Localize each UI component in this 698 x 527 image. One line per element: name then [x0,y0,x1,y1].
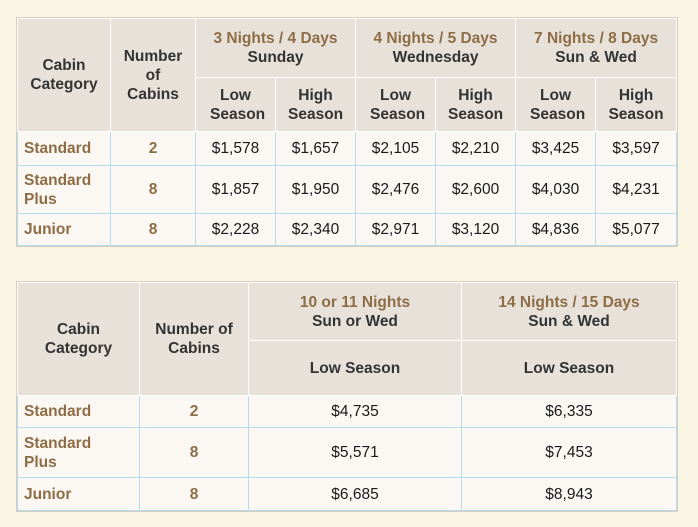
price-cell: $4,231 [596,166,677,214]
cabin-category: Junior [18,214,111,246]
header-low-season: Low Season [516,78,596,132]
price-cell: $6,685 [249,478,462,511]
table-row: Junior 8 $2,228 $2,340 $2,971 $3,120 $4,… [18,214,677,246]
header-cabin-category: Cabin Category [18,19,111,132]
header-number-of-cabins: Number of Cabins [140,283,249,396]
table-row: Standard 2 $4,735 $6,335 [18,396,677,428]
price-cell: $4,030 [516,166,596,214]
group-title: 14 Nights / 15 Days [498,294,639,311]
header-high-season: High Season [436,78,516,132]
header-low-season: Low Season [196,78,276,132]
price-cell: $1,657 [276,132,356,166]
cabin-count: 2 [111,132,196,166]
group-days: Sun & Wed [528,313,610,330]
header-group-4-nights: 4 Nights / 5 Days Wednesday [356,19,516,78]
header-cabin-category: Cabin Category [18,283,140,396]
price-cell: $1,578 [196,132,276,166]
price-cell: $2,476 [356,166,436,214]
price-cell: $2,105 [356,132,436,166]
group-title: 3 Nights / 4 Days [213,30,337,47]
header-high-season: High Season [276,78,356,132]
price-cell: $1,950 [276,166,356,214]
price-cell: $1,857 [196,166,276,214]
price-cell: $4,836 [516,214,596,246]
cabin-category: Standard [18,396,140,428]
group-title: 10 or 11 Nights [300,294,410,311]
table-row: Junior 8 $6,685 $8,943 [18,478,677,511]
cabin-category: Standard Plus [18,428,140,478]
header-high-season: High Season [596,78,677,132]
group-days: Wednesday [393,49,479,66]
table-row: Standard Plus 8 $1,857 $1,950 $2,476 $2,… [18,166,677,214]
price-cell: $2,971 [356,214,436,246]
price-cell: $2,340 [276,214,356,246]
cabin-count: 8 [140,428,249,478]
group-title: 7 Nights / 8 Days [534,30,658,47]
price-cell: $3,425 [516,132,596,166]
header-number-of-cabins: Number of Cabins [111,19,196,132]
header-low-season: Low Season [462,341,677,396]
header-group-14-nights: 14 Nights / 15 Days Sun & Wed [462,283,677,341]
pricing-table-long-cruises: Cabin Category Number of Cabins 10 or 11… [17,282,677,511]
price-cell: $2,210 [436,132,516,166]
price-cell: $8,943 [462,478,677,511]
cabin-count: 2 [140,396,249,428]
price-cell: $5,077 [596,214,677,246]
price-cell: $2,600 [436,166,516,214]
cabin-category: Standard Plus [18,166,111,214]
price-cell: $3,597 [596,132,677,166]
header-group-10-nights: 10 or 11 Nights Sun or Wed [249,283,462,341]
price-cell: $4,735 [249,396,462,428]
group-days: Sun or Wed [312,313,398,330]
header-low-season: Low Season [356,78,436,132]
price-cell: $7,453 [462,428,677,478]
header-group-3-nights: 3 Nights / 4 Days Sunday [196,19,356,78]
table-row: Standard 2 $1,578 $1,657 $2,105 $2,210 $… [18,132,677,166]
cabin-count: 8 [111,166,196,214]
price-cell: $6,335 [462,396,677,428]
group-title: 4 Nights / 5 Days [374,30,498,47]
price-cell: $2,228 [196,214,276,246]
group-days: Sunday [248,49,304,66]
price-cell: $3,120 [436,214,516,246]
header-group-7-nights: 7 Nights / 8 Days Sun & Wed [516,19,677,78]
price-cell: $5,571 [249,428,462,478]
group-days: Sun & Wed [555,49,637,66]
cabin-count: 8 [111,214,196,246]
header-low-season: Low Season [249,341,462,396]
pricing-table-short-cruises: Cabin Category Number of Cabins 3 Nights… [17,18,677,246]
table-row: Standard Plus 8 $5,571 $7,453 [18,428,677,478]
cabin-count: 8 [140,478,249,511]
cabin-category: Junior [18,478,140,511]
cabin-category: Standard [18,132,111,166]
